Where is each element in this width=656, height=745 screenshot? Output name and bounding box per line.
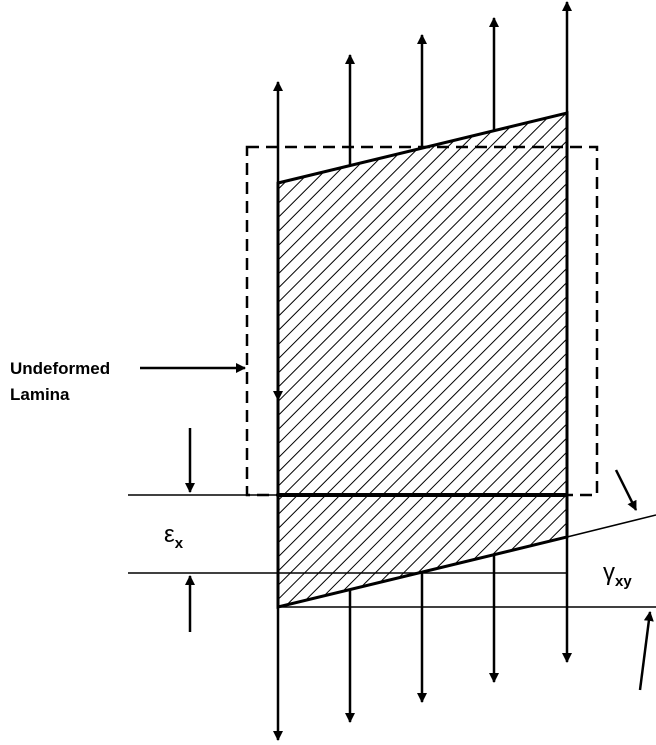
force-arrows [273, 1, 572, 741]
deformed-lamina [276, 111, 569, 609]
subscript: x [175, 535, 184, 552]
symbol: ε [164, 521, 175, 548]
label: Undeformed [10, 359, 110, 378]
symbol: γ [603, 559, 615, 586]
shear-label: γxy [603, 559, 632, 590]
label: Lamina [10, 385, 70, 404]
strain-label: εx [164, 521, 184, 552]
subscript: xy [615, 573, 632, 590]
dimension-arrows [140, 363, 654, 691]
